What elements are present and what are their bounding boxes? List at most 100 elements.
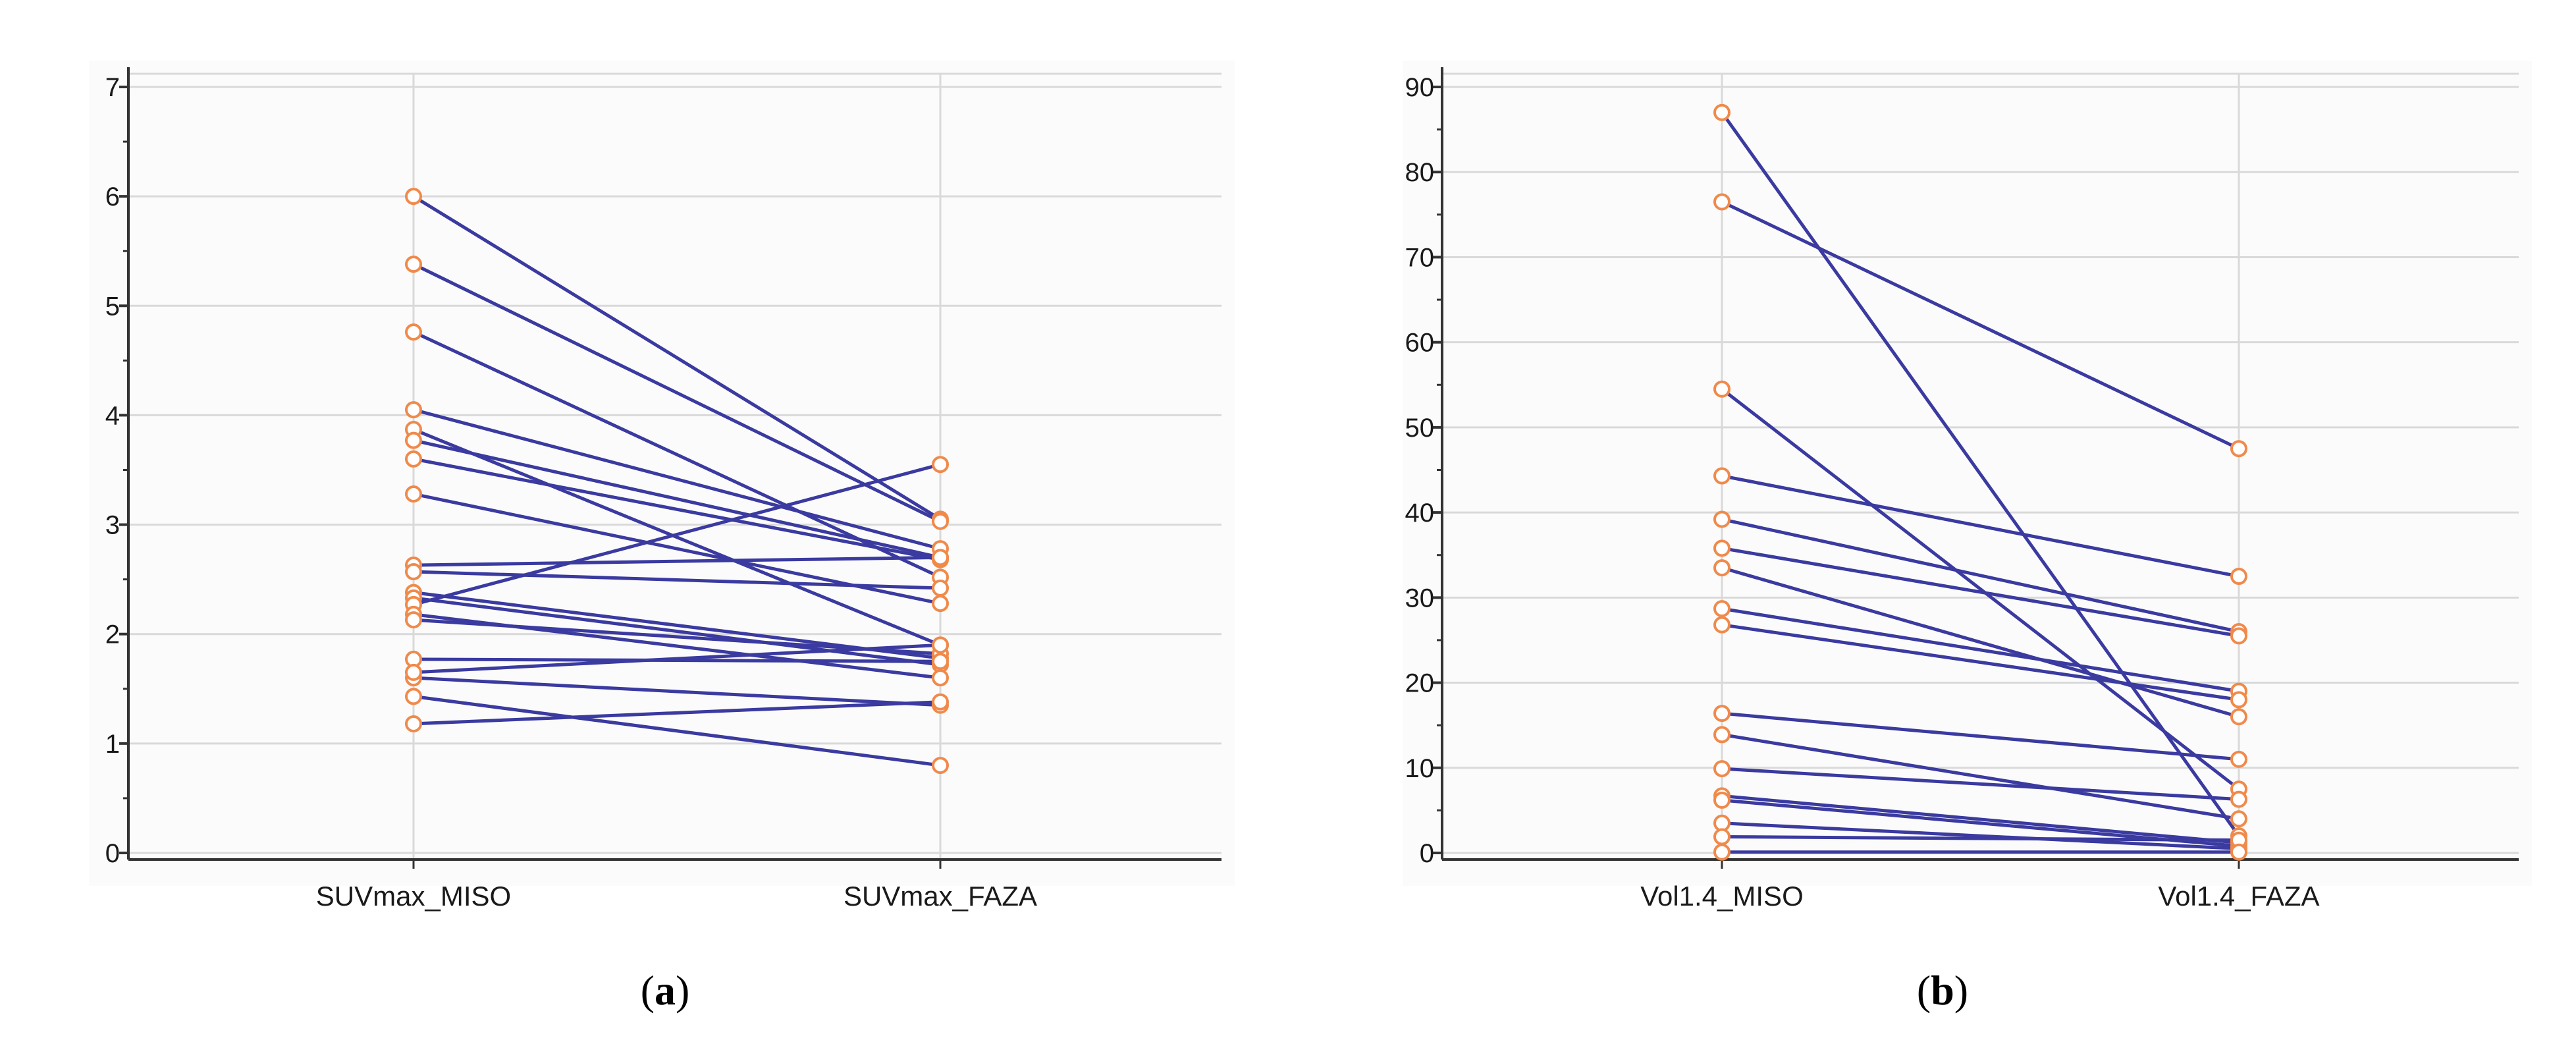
pair-line <box>413 439 941 559</box>
y-tick-label: 5 <box>105 292 120 321</box>
data-point <box>932 595 949 613</box>
data-point <box>932 579 949 597</box>
pair-line <box>1721 546 2240 638</box>
data-point <box>2230 691 2247 709</box>
data-point <box>2230 790 2247 808</box>
y-tick-label: 70 <box>1405 243 1435 272</box>
data-point <box>1713 193 1731 211</box>
plot-background <box>89 61 1235 886</box>
panel-label: (a) <box>641 967 690 1014</box>
y-tick-label: 3 <box>105 511 120 540</box>
data-point <box>405 450 422 468</box>
data-point <box>405 431 422 449</box>
data-point <box>405 663 422 681</box>
pair-line <box>1720 111 2241 837</box>
y-tick-label: 0 <box>1420 839 1434 868</box>
data-point <box>1713 380 1731 398</box>
data-point <box>932 512 949 530</box>
pair-line <box>413 427 941 647</box>
y-tick-label: 6 <box>105 182 120 211</box>
data-point <box>1713 760 1731 778</box>
y-tick-label: 2 <box>105 620 120 649</box>
data-point <box>932 757 949 775</box>
data-point <box>2230 843 2247 861</box>
data-point <box>1713 467 1731 485</box>
data-point <box>932 653 949 670</box>
chart-panel-b: 0 10 20 30 40 50 60 70 80 90 Vol1.4_MISO Vol1.4_FAZ… <box>1403 61 2532 1014</box>
data-point <box>932 456 949 474</box>
x-category-label: SUVmax_MISO <box>316 881 511 912</box>
pair-line <box>413 694 941 767</box>
data-point <box>1713 510 1731 528</box>
pair-line <box>1721 732 2240 821</box>
y-tick-label: 10 <box>1405 754 1435 783</box>
data-point <box>405 256 422 273</box>
data-point <box>932 693 949 711</box>
data-point <box>2230 440 2247 458</box>
x-category-label: Vol1.4_MISO <box>1640 881 1803 912</box>
pair-line <box>1721 711 2240 761</box>
y-tick-label: 50 <box>1405 414 1435 443</box>
data-point <box>1713 726 1731 744</box>
data-point <box>1713 705 1731 723</box>
pair-line <box>413 457 941 562</box>
pair-line <box>1721 821 2240 851</box>
data-point <box>932 669 949 687</box>
pair-line <box>1721 518 2240 634</box>
data-point <box>405 401 422 419</box>
data-point <box>405 563 422 581</box>
y-tick-label: 20 <box>1405 669 1435 698</box>
pair-line <box>1721 474 2240 578</box>
pair-line <box>413 570 941 590</box>
data-point <box>2230 750 2247 768</box>
pair-line <box>1721 794 2240 844</box>
plot-background <box>1403 61 2532 886</box>
panel-label: (b) <box>1917 967 1968 1014</box>
pair-line <box>1721 623 2240 701</box>
data-point <box>932 549 949 566</box>
pair-line <box>1721 387 2240 791</box>
data-point <box>405 188 422 205</box>
pair-line <box>1721 834 2240 842</box>
pair-line <box>413 700 941 726</box>
pair-line <box>1721 200 2240 451</box>
y-tick-label: 60 <box>1405 329 1435 358</box>
y-tick-label: 4 <box>105 401 120 430</box>
pair-line <box>412 195 942 521</box>
data-point <box>2230 627 2247 645</box>
pair-line <box>413 596 941 667</box>
pair-line <box>1721 607 2240 693</box>
data-point <box>2230 708 2247 726</box>
data-point <box>1713 600 1731 618</box>
pair-line <box>413 555 941 567</box>
pair-line <box>1721 767 2240 802</box>
y-tick-label: 80 <box>1405 158 1435 187</box>
x-category-label: SUVmax_FAZA <box>844 881 1037 912</box>
y-tick-label: 0 <box>105 839 120 868</box>
pair-line <box>413 643 941 674</box>
pair-line <box>413 462 941 607</box>
data-point <box>1713 828 1731 846</box>
data-point <box>405 688 422 705</box>
data-point <box>1713 539 1731 557</box>
pair-line <box>412 262 942 523</box>
chart-panel-a: 0 1 2 3 4 5 6 7 SUVmax_MISO SUVmax_FAZA (a) <box>89 61 1235 1014</box>
pair-line <box>413 408 941 551</box>
data-point <box>2230 568 2247 586</box>
data-point <box>2230 810 2247 828</box>
data-point <box>405 485 422 503</box>
data-point <box>405 611 422 629</box>
pair-line <box>413 676 941 707</box>
data-point <box>405 715 422 732</box>
y-tick-label: 40 <box>1405 499 1435 528</box>
y-tick-label: 1 <box>105 730 120 759</box>
data-point <box>1713 616 1731 634</box>
data-point <box>932 636 949 654</box>
data-point <box>1713 559 1731 577</box>
data-point <box>1713 103 1731 121</box>
y-tick-label: 7 <box>105 73 120 102</box>
data-point <box>405 323 422 341</box>
y-tick-label: 30 <box>1405 584 1435 613</box>
x-category-label: Vol1.4_FAZA <box>2158 881 2319 912</box>
